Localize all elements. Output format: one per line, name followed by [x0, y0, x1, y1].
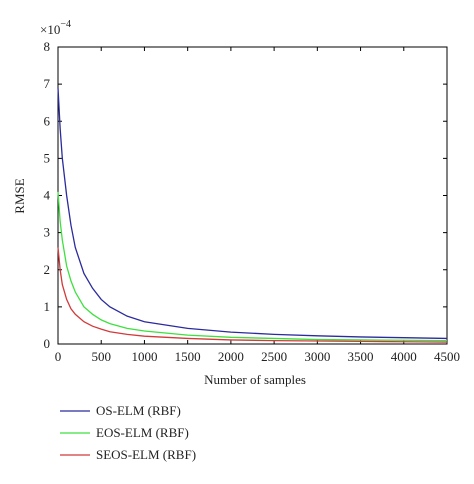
- y-multiplier-exponent: −4: [60, 19, 71, 30]
- y-tick-label: 7: [44, 76, 51, 91]
- legend-label: OS-ELM (RBF): [96, 403, 181, 418]
- x-tick-label: 4000: [391, 349, 417, 364]
- x-tick-label: 2000: [218, 349, 244, 364]
- x-tick-label: 3500: [348, 349, 374, 364]
- series-line: [57, 191, 448, 342]
- x-tick-label: 1500: [175, 349, 201, 364]
- x-axis-label: Number of samples: [204, 372, 306, 387]
- legend-label: EOS-ELM (RBF): [96, 425, 189, 440]
- x-tick-label: 3000: [304, 349, 330, 364]
- x-tick-label: 0: [55, 349, 62, 364]
- y-tick-label: 2: [44, 262, 51, 277]
- y-tick-label: 5: [44, 150, 51, 165]
- y-multiplier-base: ×10: [40, 22, 60, 37]
- x-tick-label: 2500: [261, 349, 287, 364]
- y-tick-label: 8: [44, 39, 51, 54]
- series-line: [57, 247, 448, 343]
- y-tick-label: 3: [44, 225, 51, 240]
- y-tick-label: 1: [44, 299, 51, 314]
- y-axis-label: RMSE: [12, 178, 27, 213]
- y-multiplier: ×10−4: [40, 19, 71, 37]
- series-line: [57, 87, 448, 340]
- x-tick-label: 1000: [131, 349, 157, 364]
- y-tick-label: 6: [44, 113, 51, 128]
- y-tick-label: 4: [44, 188, 51, 203]
- plot-frame: [57, 46, 448, 345]
- legend-label: SEOS-ELM (RBF): [96, 447, 196, 462]
- y-tick-label: 0: [44, 336, 51, 351]
- x-tick-label: 500: [91, 349, 111, 364]
- x-tick-label: 4500: [434, 349, 460, 364]
